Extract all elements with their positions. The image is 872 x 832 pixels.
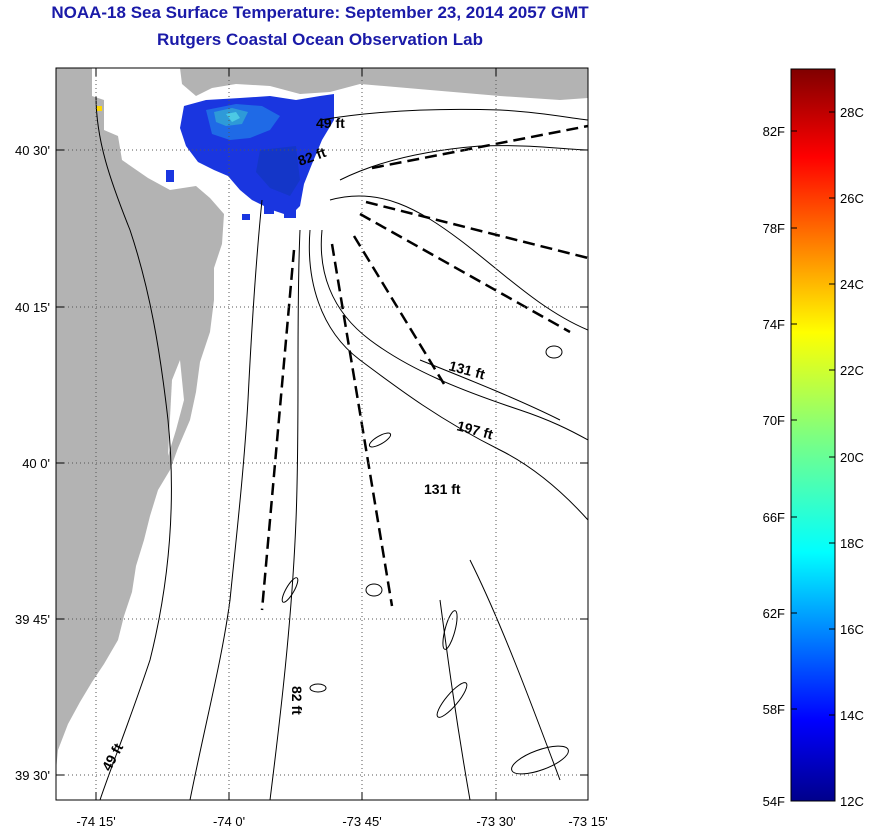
colorbar-label-f: 58F: [763, 702, 785, 717]
colorbar-ticks: [791, 111, 835, 716]
colorbar-label-c: 22C: [840, 363, 864, 378]
colorbar: [790, 68, 836, 802]
y-tick-label: 40 15': [15, 300, 50, 315]
colorbar-label-f: 82F: [763, 124, 785, 139]
map-frame: [55, 67, 589, 801]
map-title: NOAA-18 Sea Surface Temperature: Septemb…: [51, 3, 589, 22]
colorbar-label-c: 12C: [840, 794, 864, 809]
colorbar-label-c: 26C: [840, 191, 864, 206]
colorbar-label-f: 74F: [763, 317, 785, 332]
map-grid: [56, 68, 588, 800]
colorbar-label-c: 14C: [840, 708, 864, 723]
land-mass: [56, 68, 224, 770]
colorbar-label-c: 24C: [840, 277, 864, 292]
y-tick-label: 39 45': [15, 612, 50, 627]
x-tick-label: -74 15': [76, 814, 115, 829]
colorbar-label-c: 16C: [840, 622, 864, 637]
y-tick-label: 40 0': [22, 456, 50, 471]
x-tick-label: -73 15': [568, 814, 607, 829]
x-tick-label: -73 30': [476, 814, 515, 829]
colorbar-label-c: 28C: [840, 105, 864, 120]
barrier-strip: [168, 360, 184, 456]
y-tick-label: 39 30': [15, 768, 50, 783]
depth-label-131ft-south: 131 ft: [424, 481, 461, 497]
land-north: [180, 68, 588, 100]
map-subtitle: Rutgers Coastal Ocean Observation Lab: [157, 30, 483, 49]
x-tick-label: -73 45': [342, 814, 381, 829]
colorbar-label-f: 66F: [763, 510, 785, 525]
y-tick-label: 40 30': [15, 143, 50, 158]
sst-patch: [96, 94, 334, 220]
x-tick-label: -74 0': [213, 814, 245, 829]
colorbar-label-f: 62F: [763, 606, 785, 621]
colorbar-label-c: 20C: [840, 450, 864, 465]
colorbar-label-f: 70F: [763, 413, 785, 428]
depth-contours: [95, 95, 588, 800]
contour-blobs: [281, 345, 569, 775]
depth-label-82ft-south: 82 ft: [289, 686, 305, 715]
depth-label-49ft-north: 49 ft: [316, 115, 345, 131]
frame-ticks: [56, 68, 588, 800]
colorbar-label-c: 18C: [840, 536, 864, 551]
colorbar-label-f: 54F: [763, 794, 785, 809]
colorbar-label-f: 78F: [763, 221, 785, 236]
